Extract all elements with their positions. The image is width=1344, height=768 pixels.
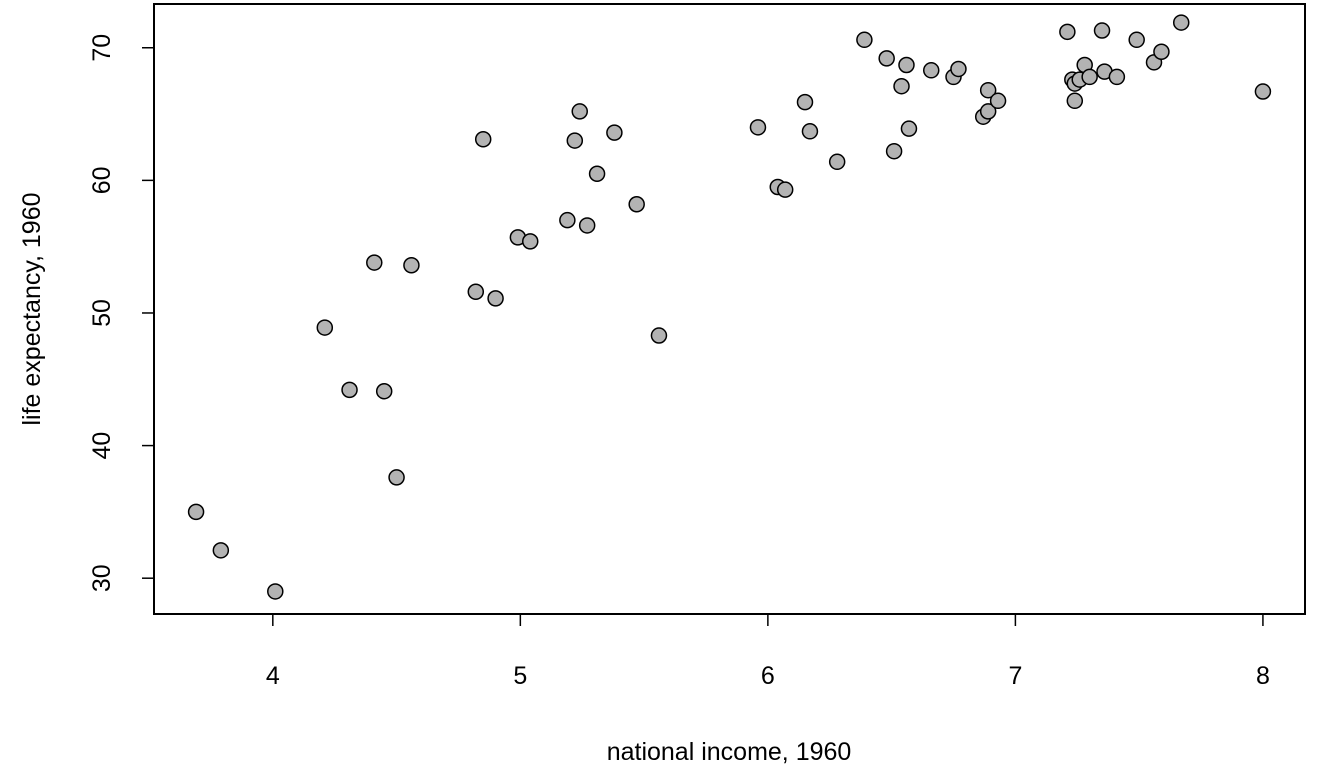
y-tick-label: 60: [88, 166, 116, 194]
data-point: [828, 153, 846, 171]
data-point: [796, 93, 814, 111]
data-point: [878, 50, 895, 67]
data-point: [950, 60, 967, 78]
data-point: [606, 124, 623, 141]
data-point: [893, 77, 910, 95]
data-point: [885, 142, 903, 160]
x-tick-label: 6: [761, 662, 775, 690]
data-point: [979, 81, 997, 99]
plot-frame: [153, 3, 1306, 615]
data-point: [341, 381, 358, 399]
data-point: [1128, 31, 1145, 49]
data-point: [856, 31, 873, 49]
data-points: [187, 14, 1272, 600]
data-point: [1254, 83, 1272, 100]
x-tick-label: 7: [1008, 662, 1022, 690]
data-point: [521, 233, 539, 250]
data-point: [776, 181, 794, 198]
x-axis: 4 5 6 7 8: [266, 614, 1270, 690]
x-tick-label: 5: [513, 662, 527, 690]
data-point: [267, 583, 284, 600]
data-point: [1081, 68, 1098, 86]
y-tick-label: 40: [88, 432, 116, 460]
data-point: [559, 211, 576, 229]
data-point: [749, 119, 767, 136]
data-point: [366, 254, 383, 271]
x-tick-label: 4: [266, 662, 280, 690]
data-point: [474, 131, 492, 148]
data-point: [801, 123, 819, 140]
data-point: [566, 132, 584, 149]
data-point: [212, 542, 230, 559]
data-point: [1172, 14, 1190, 31]
data-point: [898, 56, 915, 74]
data-point: [1093, 22, 1111, 39]
data-point: [628, 195, 645, 213]
data-point: [403, 256, 420, 274]
x-axis-title: national income, 1960: [607, 738, 852, 766]
data-point: [578, 217, 596, 234]
x-tick-label: 8: [1256, 662, 1270, 690]
y-tick-label: 70: [88, 34, 116, 62]
data-point: [487, 290, 504, 307]
data-point: [1059, 23, 1076, 41]
data-point: [900, 120, 918, 137]
y-tick-label: 50: [88, 299, 116, 327]
data-point: [187, 503, 205, 521]
data-point: [588, 165, 606, 182]
data-point: [388, 469, 405, 486]
y-axis: 30 40 50 60 70: [88, 34, 154, 592]
data-point: [375, 382, 393, 400]
data-point: [1066, 92, 1084, 110]
data-point: [1153, 43, 1170, 60]
y-axis-title: life expectancy, 1960: [18, 192, 46, 425]
data-point: [650, 327, 668, 344]
data-point: [571, 103, 588, 120]
data-point: [979, 103, 997, 120]
data-point: [989, 92, 1007, 110]
data-point: [922, 62, 940, 79]
data-point: [316, 319, 334, 336]
data-point: [467, 283, 485, 301]
y-tick-label: 30: [88, 564, 116, 592]
data-point: [1108, 68, 1126, 86]
